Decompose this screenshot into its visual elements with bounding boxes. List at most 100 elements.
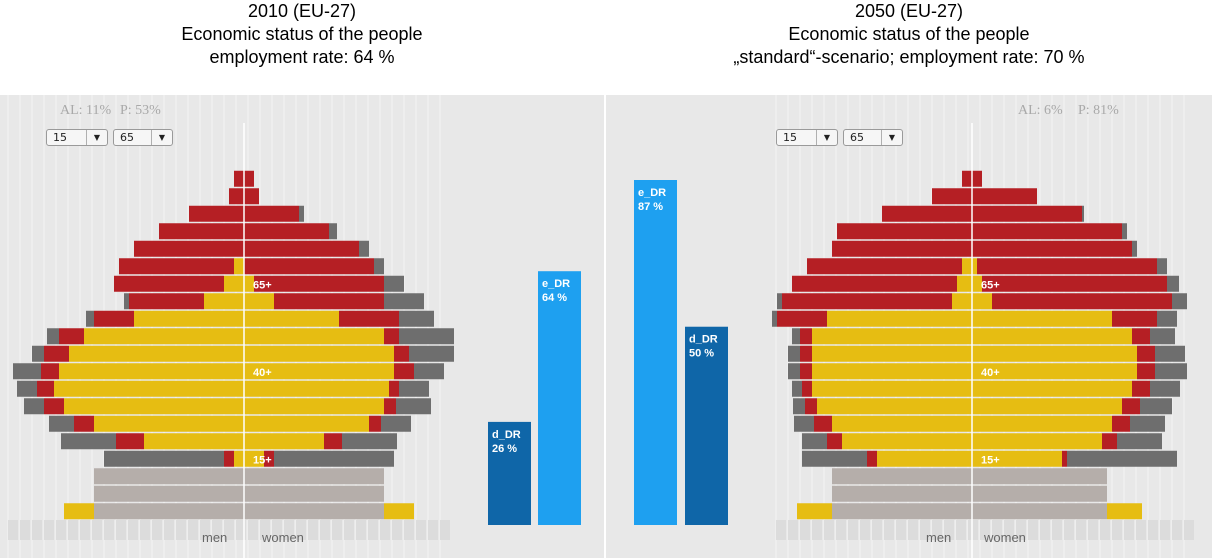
bar-value-label: 50 %	[689, 348, 714, 360]
women-retired-bar	[254, 275, 384, 292]
women-inactive-bar	[399, 328, 454, 345]
left-title-note: employment rate: 64 %	[209, 47, 395, 67]
women-retired-bar	[244, 170, 254, 187]
base-tick	[1184, 520, 1194, 540]
men-inactive-bar	[24, 398, 44, 415]
men-inactive-bar	[772, 310, 777, 327]
left-title-year: 2010 (EU-27)	[247, 1, 357, 21]
women-employed-bar	[972, 433, 1102, 450]
base-tick	[20, 520, 30, 540]
base-tick	[1160, 520, 1170, 540]
chart-panel-2010: 15+ 40+ 65+ d_DR 26 % e_DR 64 % AL: 11% P: 53%…	[0, 95, 604, 558]
men-retired-bar	[807, 258, 962, 275]
age-to-select[interactable]: 65 ▼	[113, 129, 173, 146]
men-retired-bar	[932, 188, 972, 205]
age-from-select[interactable]: 15 ▼	[46, 129, 108, 146]
women-youth-bar	[244, 503, 384, 520]
base-tick	[776, 520, 786, 540]
women-label: women	[984, 530, 1026, 545]
age-from-select[interactable]: 15 ▼	[776, 129, 838, 146]
women-retired-bar	[972, 240, 1132, 257]
al-stat: AL: 11%	[60, 103, 112, 118]
men-youth-bar	[832, 503, 972, 520]
women-youth-bar	[972, 485, 1107, 502]
women-retired-bar	[394, 363, 414, 380]
right-title-year: 2050 (EU-27)	[854, 1, 964, 21]
men-retired-bar	[229, 188, 244, 205]
women-inactive-bar	[384, 275, 404, 292]
women-retired-bar	[1132, 328, 1150, 345]
base-tick	[1028, 520, 1038, 540]
women-retired-bar	[244, 223, 329, 240]
base-tick	[1064, 520, 1074, 540]
women-inactive-bar	[299, 205, 304, 222]
men-employed-bar	[69, 345, 244, 362]
base-tick	[392, 520, 402, 540]
pyramid-chart-2050: 15+ 40+ 65+ e_DR 87 % d_DR 50 %	[634, 95, 1194, 558]
men-retired-bar	[802, 380, 812, 397]
base-tick	[1088, 520, 1098, 540]
men-retired-bar	[792, 275, 957, 292]
al-stat: AL: 6%	[1018, 103, 1063, 118]
women-youth-bar	[972, 503, 1107, 520]
base-tick	[356, 520, 366, 540]
base-tick	[200, 520, 210, 540]
base-tick	[884, 520, 894, 540]
women-employed-bar	[972, 363, 1137, 380]
men-retired-bar	[827, 433, 842, 450]
base-tick	[92, 520, 102, 540]
men-youth-bar	[94, 503, 244, 520]
age-from-value: 15	[783, 131, 797, 144]
women-retired-bar	[1102, 433, 1117, 450]
men-retired-bar	[805, 398, 817, 415]
women-employed-bar	[244, 328, 384, 345]
women-inactive-bar	[1155, 363, 1187, 380]
base-tick	[260, 520, 270, 540]
base-tick	[1124, 520, 1134, 540]
age-mark-label: 65+	[981, 280, 1000, 292]
women-retired-bar	[244, 258, 374, 275]
men-employed-bar	[234, 258, 244, 275]
age-to-select[interactable]: 65 ▼	[843, 129, 903, 146]
men-label: men	[202, 530, 228, 545]
base-tick	[1040, 520, 1050, 540]
base-tick	[920, 520, 930, 540]
age-mark-label: 15+	[253, 455, 272, 467]
men-retired-bar	[41, 363, 59, 380]
women-retired-bar	[1132, 380, 1150, 397]
women-inactive-bar	[1172, 293, 1187, 310]
base-tick	[236, 520, 246, 540]
e-dr-bar	[634, 180, 677, 525]
women-employed-bar	[972, 415, 1112, 432]
women-employed-bar	[972, 275, 982, 292]
age-mark-label: 65+	[253, 280, 272, 292]
women-youth-bar	[972, 468, 1107, 485]
women-inactive-bar	[1082, 205, 1084, 222]
women-retired-bar	[982, 275, 1167, 292]
base-tick	[1172, 520, 1182, 540]
men-employed-bar	[64, 398, 244, 415]
men-employed-bar	[84, 328, 244, 345]
men-retired-bar	[800, 328, 812, 345]
men-inactive-bar	[17, 380, 37, 397]
age-to-value: 65	[850, 131, 864, 144]
men-inactive-bar	[802, 450, 867, 467]
men-inactive-bar	[777, 293, 782, 310]
left-title-subtitle: Economic status of the people	[181, 24, 423, 44]
men-inactive-bar	[788, 345, 800, 362]
age-mark-label: 40+	[981, 367, 1000, 379]
women-inactive-bar	[384, 293, 424, 310]
women-retired-bar	[369, 415, 381, 432]
chart-panel-2050: 15+ 40+ 65+ e_DR 87 % d_DR 50 % AL: 6% P: 81% …	[606, 95, 1212, 558]
women-employed-bar	[972, 328, 1132, 345]
d-dr-bar	[685, 326, 728, 525]
women-employed-bar	[244, 433, 324, 450]
men-retired-bar	[882, 205, 972, 222]
women-retired-bar	[1112, 310, 1157, 327]
base-tick	[68, 520, 78, 540]
age-from-value: 15	[53, 131, 67, 144]
men-retired-bar	[37, 380, 54, 397]
base-tick	[284, 520, 294, 540]
base-tick	[848, 520, 858, 540]
base-tick	[176, 520, 186, 540]
